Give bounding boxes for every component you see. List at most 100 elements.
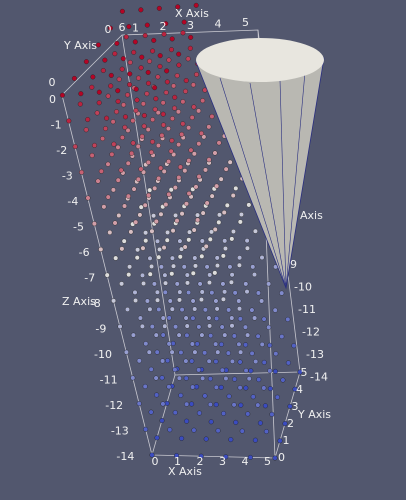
point xyxy=(169,306,175,312)
point xyxy=(149,263,155,269)
point xyxy=(138,7,144,13)
point xyxy=(143,426,149,432)
point xyxy=(165,126,171,132)
point xyxy=(237,306,243,312)
tick-label: -8 xyxy=(90,297,101,310)
point xyxy=(153,375,159,381)
point xyxy=(279,334,285,340)
point xyxy=(121,238,127,244)
point xyxy=(186,158,192,164)
tick-label: 3 xyxy=(187,19,194,32)
point xyxy=(126,24,132,30)
point xyxy=(267,386,273,392)
point xyxy=(169,138,175,144)
point xyxy=(164,68,170,74)
point xyxy=(229,315,235,321)
point xyxy=(200,98,206,104)
point xyxy=(78,91,84,97)
point xyxy=(198,297,204,303)
point xyxy=(135,143,141,149)
point xyxy=(230,193,236,199)
point xyxy=(122,203,128,209)
point xyxy=(149,228,155,234)
point xyxy=(115,98,121,104)
point xyxy=(186,290,192,296)
x-axis-title: X Axis xyxy=(175,7,209,20)
tick-label: -10 xyxy=(294,281,312,294)
point xyxy=(214,316,220,322)
point xyxy=(216,140,222,146)
point xyxy=(147,271,153,277)
point xyxy=(214,255,220,261)
point xyxy=(176,175,182,181)
point xyxy=(175,4,181,10)
point xyxy=(272,307,278,313)
point xyxy=(225,350,231,356)
point xyxy=(116,76,122,82)
point xyxy=(117,324,123,330)
point xyxy=(194,341,200,347)
point xyxy=(169,116,175,122)
point xyxy=(154,435,160,441)
point xyxy=(170,228,176,234)
point xyxy=(171,83,177,89)
point xyxy=(192,255,198,261)
cone-line xyxy=(279,79,287,289)
point xyxy=(183,358,189,364)
point xyxy=(193,2,199,8)
point xyxy=(122,114,128,120)
point xyxy=(285,316,291,322)
point xyxy=(256,377,262,383)
point xyxy=(259,341,265,347)
point xyxy=(196,174,202,180)
point xyxy=(196,410,202,416)
point xyxy=(238,212,244,218)
point xyxy=(142,383,148,389)
point xyxy=(144,91,150,97)
point xyxy=(252,228,258,234)
point xyxy=(186,237,192,243)
point xyxy=(181,19,187,25)
point xyxy=(148,149,154,155)
point xyxy=(145,127,151,133)
point xyxy=(72,144,78,150)
point xyxy=(229,323,235,329)
point xyxy=(230,229,236,235)
point xyxy=(163,202,169,208)
point xyxy=(252,272,258,278)
point xyxy=(201,134,207,140)
point xyxy=(155,297,161,303)
point xyxy=(203,243,209,249)
point xyxy=(184,401,190,407)
point xyxy=(189,115,195,121)
point xyxy=(134,97,140,103)
point xyxy=(280,377,286,383)
point xyxy=(222,238,228,244)
point xyxy=(150,48,156,54)
point xyxy=(272,455,278,461)
point xyxy=(184,418,190,424)
point xyxy=(154,392,160,398)
point xyxy=(246,376,252,382)
point xyxy=(125,127,131,133)
point xyxy=(166,159,172,165)
point xyxy=(179,211,185,217)
point xyxy=(252,315,258,321)
point xyxy=(177,289,183,295)
point xyxy=(176,51,182,57)
point xyxy=(89,152,95,158)
point xyxy=(186,125,192,131)
point xyxy=(140,101,146,107)
point xyxy=(285,360,291,366)
point xyxy=(146,349,152,355)
point xyxy=(252,437,258,443)
point xyxy=(135,176,141,182)
point xyxy=(189,358,195,364)
point xyxy=(215,428,221,434)
point xyxy=(216,212,222,218)
point xyxy=(228,279,234,285)
point xyxy=(195,217,201,223)
point xyxy=(219,367,225,373)
tick-label: -2 xyxy=(56,144,67,157)
